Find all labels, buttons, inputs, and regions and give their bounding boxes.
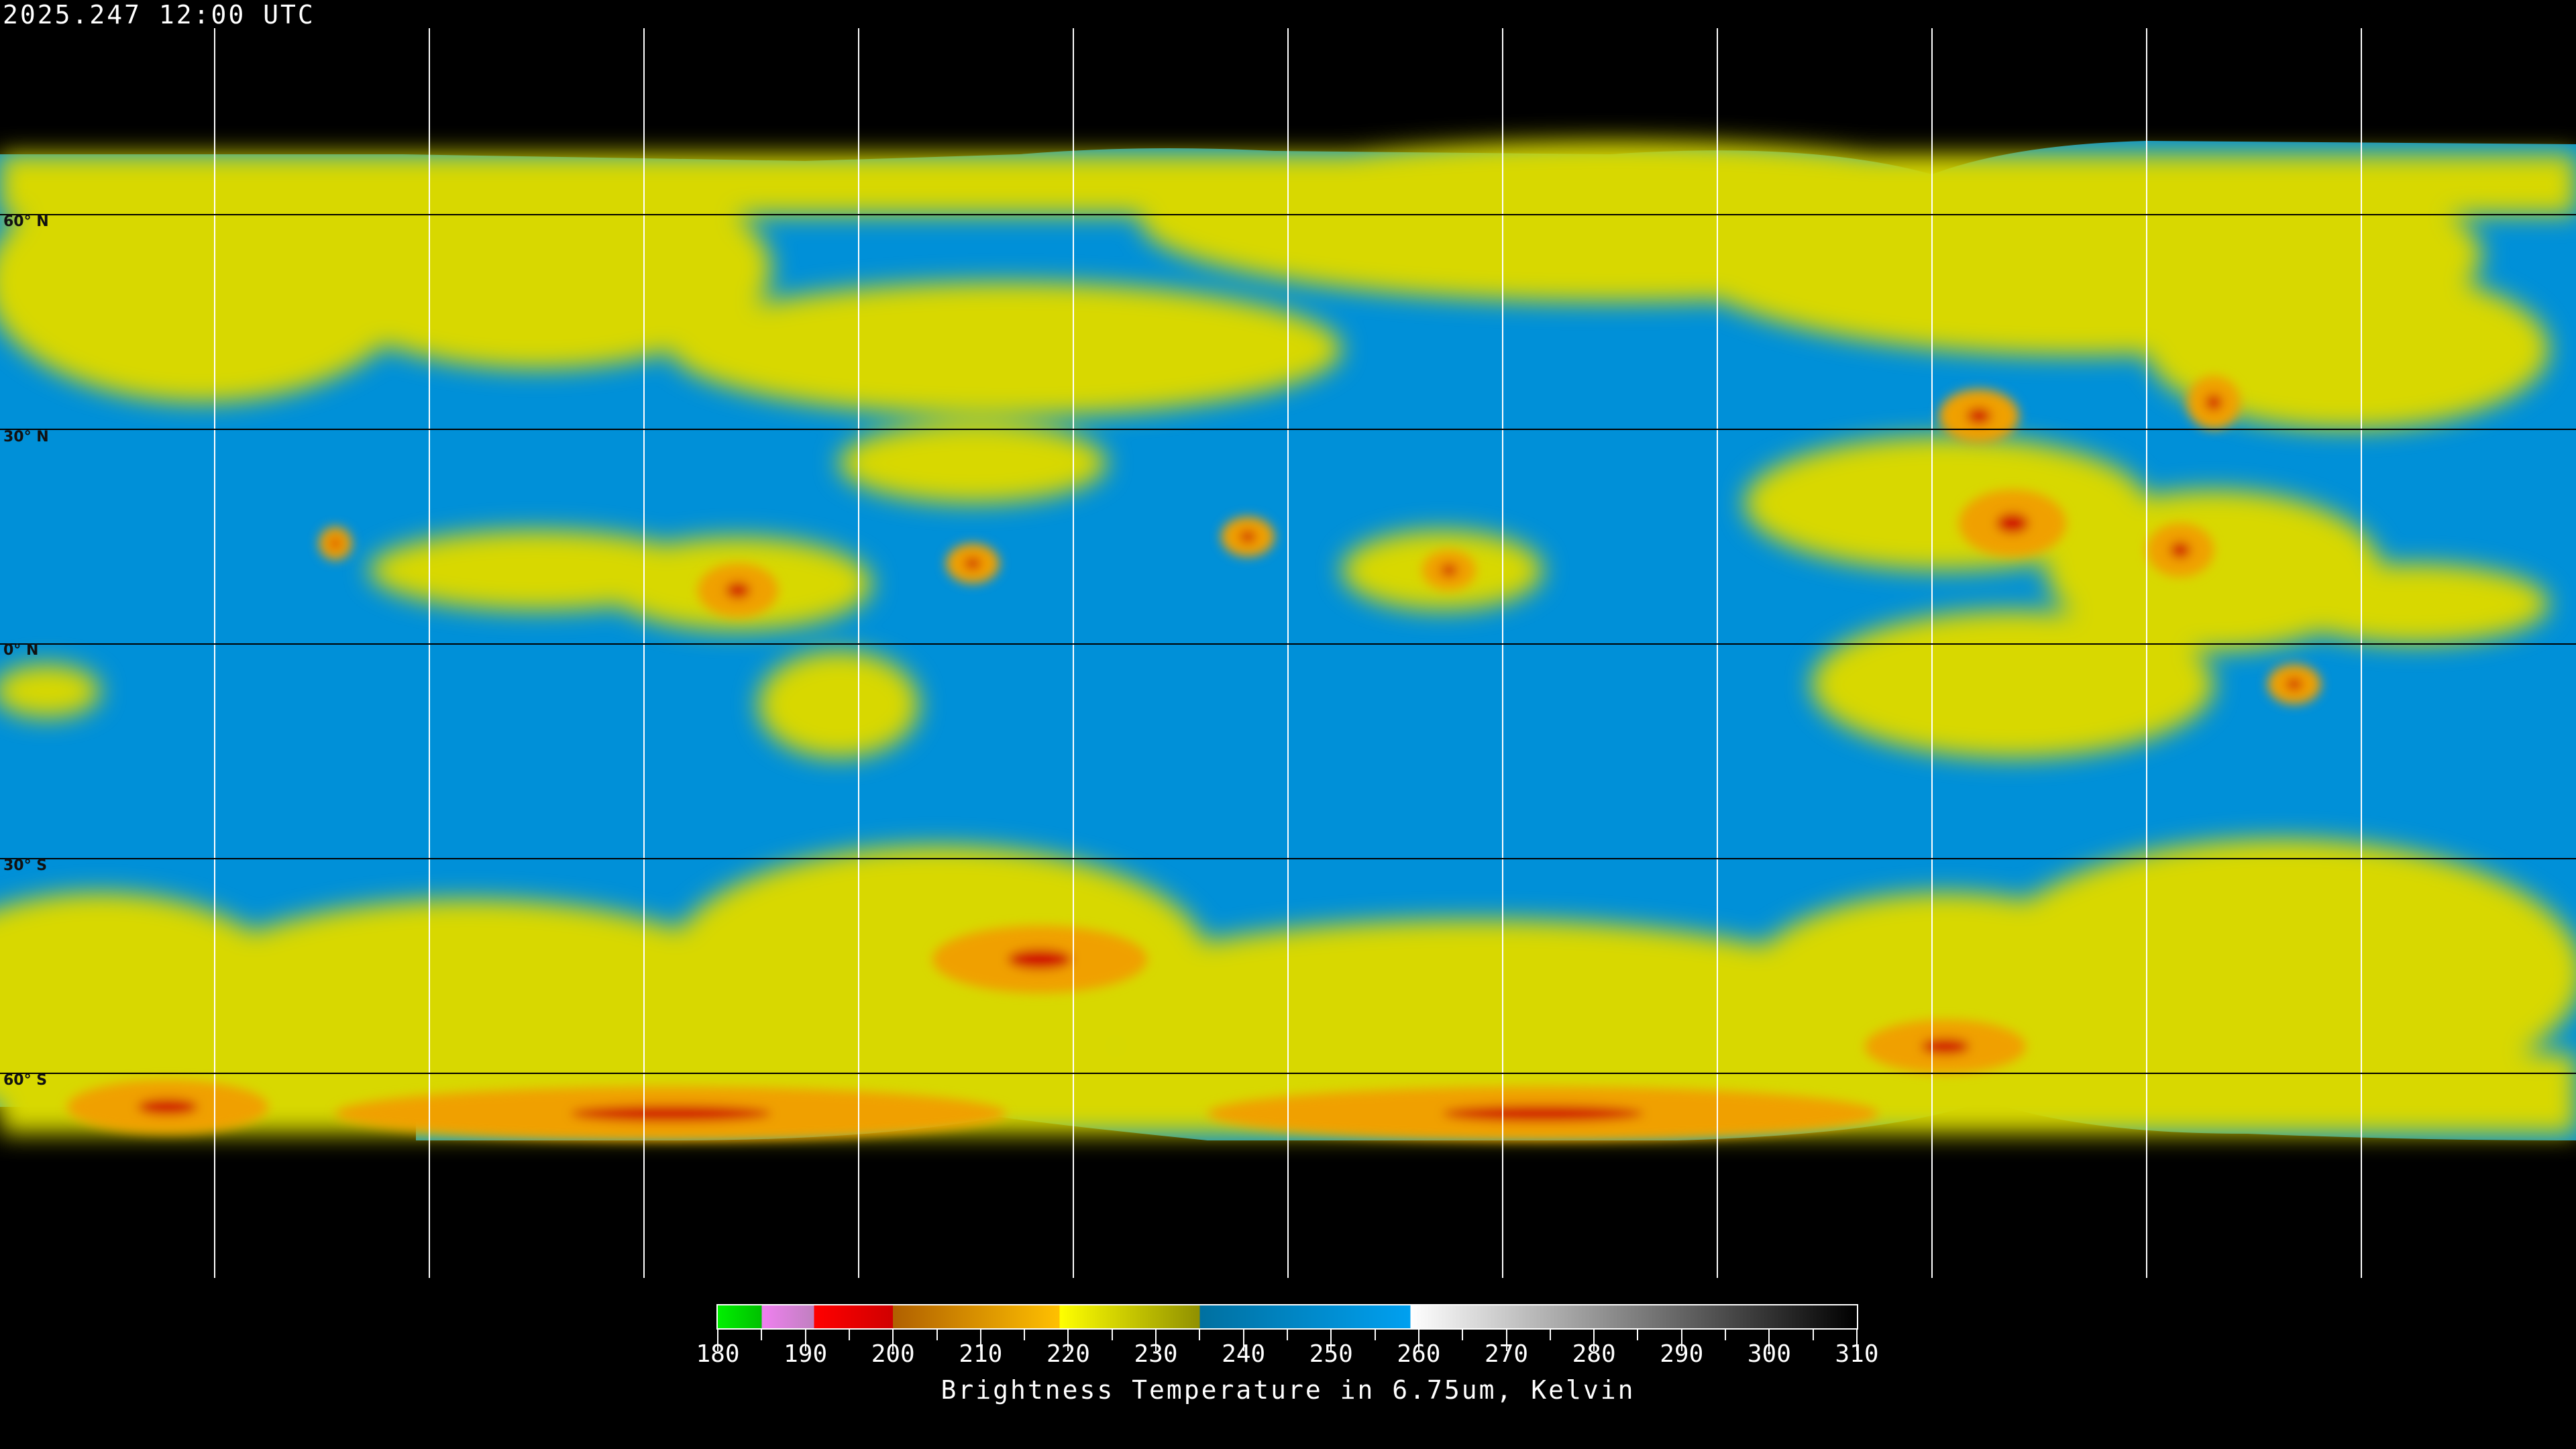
- colorbar-tick-label: 270: [1485, 1340, 1529, 1368]
- deep-convection-core: [1240, 531, 1256, 543]
- deep-convection-core: [726, 582, 750, 598]
- lat-label-30s: 30° S: [3, 857, 48, 874]
- colorbar-tick: [936, 1330, 938, 1340]
- deep-convection-core: [570, 1106, 771, 1122]
- moist-region: [1979, 839, 2576, 1107]
- deep-convection-core: [1921, 1038, 1970, 1055]
- colorbar-tick: [1768, 1330, 1770, 1351]
- colorbar-tick: [1417, 1330, 1419, 1351]
- colorbar-tick: [717, 1330, 718, 1351]
- colorbar-tick: [1242, 1330, 1244, 1351]
- colorbar-tick: [1287, 1330, 1288, 1340]
- colorbar-tick: [1725, 1330, 1727, 1340]
- deep-convection-core: [330, 538, 341, 549]
- colorbar-tick-label: 190: [784, 1340, 828, 1368]
- colorbar-tick: [804, 1330, 806, 1351]
- colorbar-tick-label: 180: [696, 1340, 740, 1368]
- colorbar-tick: [892, 1330, 894, 1351]
- colorbar-tick-label: 290: [1660, 1340, 1704, 1368]
- colorbar: [716, 1304, 1858, 1330]
- colorbar-tick-label: 280: [1572, 1340, 1616, 1368]
- moist-region: [2147, 268, 2549, 429]
- moist-region: [0, 161, 416, 402]
- deep-convection-core: [2286, 678, 2302, 690]
- deep-convection-core: [1442, 1106, 1644, 1122]
- colorbar-tick: [1505, 1330, 1507, 1351]
- colorbar-title: Brightness Temperature in 6.75um, Kelvin: [941, 1375, 1635, 1405]
- colorbar-tick: [761, 1330, 763, 1340]
- colorbar-tick: [1199, 1330, 1201, 1340]
- lat-label-30n: 30° N: [3, 429, 49, 445]
- satellite-water-vapor-map: [0, 28, 2576, 1278]
- moist-region: [2281, 564, 2549, 644]
- deep-convection-core: [1441, 564, 1457, 576]
- deep-convection-core: [2170, 542, 2190, 558]
- colorbar-tick: [848, 1330, 850, 1340]
- deep-convection-core: [1008, 949, 1072, 969]
- timestamp-label: 2025.247 12:00 UTC: [3, 0, 315, 30]
- colorbar-tick-label: 200: [871, 1340, 915, 1368]
- deep-convection-core: [965, 557, 981, 570]
- colorbar-tick-label: 300: [1747, 1340, 1791, 1368]
- colorbar-tick: [1549, 1330, 1551, 1340]
- deep-convection-core: [1996, 513, 2029, 533]
- colorbar-tick: [1637, 1330, 1639, 1340]
- moist-region: [839, 423, 1107, 503]
- lat-label-60s: 60° S: [3, 1072, 48, 1089]
- colorbar-tick: [1680, 1330, 1682, 1351]
- lat-label-60n: 60° N: [3, 213, 49, 230]
- colorbar-tick: [1111, 1330, 1113, 1340]
- colorbar-tick: [1812, 1330, 1814, 1340]
- moist-region: [0, 664, 101, 718]
- deep-convection-core: [2206, 394, 2222, 411]
- colorbar-tick: [1374, 1330, 1376, 1340]
- colorbar-tick: [1856, 1330, 1858, 1351]
- lat-label-0n: 0° N: [3, 642, 39, 659]
- convective-regions: [67, 376, 2321, 1140]
- colorbar-tick: [1593, 1330, 1595, 1351]
- colorbar-tick-label: 210: [959, 1340, 1003, 1368]
- moist-region: [671, 282, 1342, 416]
- colorbar-tick: [1462, 1330, 1464, 1340]
- moist-region: [302, 168, 771, 369]
- colorbar-tick-label: 250: [1309, 1340, 1353, 1368]
- colorbar-tick: [1330, 1330, 1332, 1351]
- colorbar-tick-label: 260: [1397, 1340, 1441, 1368]
- colorbar-tick: [979, 1330, 981, 1351]
- colorbar-tick-label: 310: [1835, 1340, 1879, 1368]
- colorbar-tick-label: 220: [1046, 1340, 1090, 1368]
- colorbar-tick: [1067, 1330, 1069, 1351]
- deep-convection-core: [138, 1099, 198, 1115]
- deep-convection-core: [1967, 408, 1991, 424]
- colorbar-tick: [1024, 1330, 1026, 1340]
- colorbar-tick-label: 240: [1222, 1340, 1266, 1368]
- colorbar-tick: [1155, 1330, 1157, 1351]
- colorbar-tick-label: 230: [1134, 1340, 1178, 1368]
- moist-region: [1811, 610, 2214, 758]
- lat-lon-grid: [0, 28, 2576, 1278]
- moist-region: [758, 651, 919, 758]
